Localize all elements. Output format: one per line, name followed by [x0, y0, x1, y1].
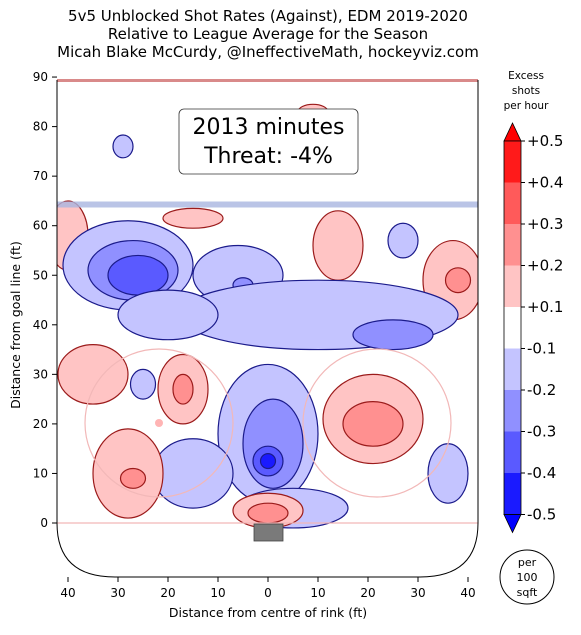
x-tick-label: 20	[360, 586, 375, 600]
x-tick-label: 10	[310, 586, 325, 600]
colorbar-tick-label: -0.2	[527, 381, 556, 399]
faceoff-circle-left	[84, 348, 234, 498]
heat-region-29	[427, 443, 469, 504]
colorbar-segment	[504, 431, 521, 473]
colorbar-segment	[504, 182, 521, 224]
heat-region-14	[352, 319, 434, 351]
y-tick-label: 0	[40, 516, 48, 530]
heatmap-regions	[57, 103, 478, 529]
unit-badge-circle	[499, 549, 555, 605]
unit-badge-line-3: sqft	[517, 586, 538, 599]
colorbar-tick-label: +0.5	[527, 132, 563, 150]
y-tick-label: 80	[33, 120, 48, 134]
heat-region-23	[259, 453, 277, 470]
heat-region-17	[129, 368, 157, 400]
unit-badge-line-1: per	[518, 556, 537, 569]
x-axis-label: Distance from centre of rink (ft)	[169, 605, 367, 620]
y-tick-label: 60	[33, 219, 48, 233]
faceoff-dot-left	[155, 419, 163, 427]
annotation-box	[178, 108, 359, 175]
y-tick-label: 70	[33, 169, 48, 183]
heat-region-12	[444, 267, 472, 294]
annotation-threat: Threat: -4%	[203, 144, 333, 169]
x-axis-ticks: 40 30 20 10 0 10 20 30 40	[60, 577, 476, 600]
unit-badge-line-2: 100	[517, 571, 538, 584]
colorbar-title: Excess shots per hour	[504, 70, 550, 112]
annotation-minutes: 2013 minutes	[192, 115, 344, 140]
title-line-3: Micah Blake McCurdy, @IneffectiveMath, h…	[57, 43, 479, 61]
y-axis-ticks: 0 10 20 30 40 50 60 70 80 90	[33, 70, 57, 530]
colorbar-max-arrow	[503, 122, 522, 142]
y-tick-label: 40	[33, 318, 48, 332]
heat-region-24	[152, 438, 234, 509]
heat-region-7	[162, 207, 224, 229]
colorbar-title-3: per hour	[504, 100, 550, 112]
x-tick-label: 40	[60, 586, 75, 600]
x-tick-label: 0	[264, 586, 272, 600]
colorbar-segment	[504, 307, 521, 349]
colorbar-segment	[504, 141, 521, 183]
colorbar-tick-label: -0.4	[527, 464, 556, 482]
colorbar-min-arrow	[503, 514, 522, 534]
faceoff-dot-right	[373, 419, 381, 427]
x-tick-label: 40	[460, 586, 475, 600]
colorbar-outline	[503, 140, 522, 515]
x-tick-label: 30	[110, 586, 125, 600]
colorbar-tick-label: -0.5	[527, 506, 556, 524]
colorbar-segment	[504, 473, 521, 515]
colorbar	[503, 122, 522, 534]
colorbar-tick-label: -0.1	[527, 340, 556, 358]
colorbar-title-1: Excess	[508, 70, 544, 82]
colorbar-tick-label: +0.4	[527, 174, 563, 192]
y-tick-label: 20	[33, 417, 48, 431]
heat-region-28	[119, 467, 147, 489]
unit-badge: per 100 sqft	[499, 549, 555, 605]
heat-region-26	[342, 401, 404, 447]
colorbar-tick-label: +0.1	[527, 298, 563, 316]
y-tick-label: 50	[33, 268, 48, 282]
title-line-1: 5v5 Unblocked Shot Rates (Against), EDM …	[68, 7, 468, 25]
heat-region-10	[387, 222, 419, 259]
colorbar-title-2: shots	[512, 85, 540, 97]
goal-net	[253, 523, 284, 542]
colorbar-tick-label: +0.2	[527, 257, 563, 275]
title-line-2: Relative to League Average for the Seaso…	[108, 25, 428, 43]
heat-region-9	[312, 210, 364, 281]
y-tick-label: 90	[33, 70, 48, 84]
heat-region-4	[107, 254, 169, 296]
faceoff-circle-right	[302, 348, 452, 498]
colorbar-segment	[504, 348, 521, 390]
x-tick-label: 30	[410, 586, 425, 600]
heat-region-15	[117, 289, 219, 341]
heat-region-32	[247, 502, 289, 524]
x-tick-label: 20	[160, 586, 175, 600]
colorbar-tick-label: +0.3	[527, 215, 563, 233]
y-tick-label: 10	[33, 466, 48, 480]
colorbar-ticks: +0.5 +0.4 +0.3 +0.2 +0.1 -0.1 -0.2 -0.3 -0.4 -0.5	[521, 132, 563, 524]
heat-region-19	[172, 373, 194, 405]
heat-region-1	[112, 134, 134, 159]
threat-annotation: 2013 minutes Threat: -4%	[178, 108, 359, 175]
colorbar-segment	[504, 265, 521, 307]
heat-region-16	[57, 344, 129, 405]
chart-title: 5v5 Unblocked Shot Rates (Against), EDM …	[57, 7, 479, 61]
colorbar-tick-label: -0.3	[527, 423, 556, 441]
x-tick-label: 10	[210, 586, 225, 600]
y-axis-label: Distance from goal line (ft)	[8, 241, 23, 409]
colorbar-segment	[504, 224, 521, 266]
colorbar-segment	[504, 390, 521, 432]
y-tick-label: 30	[33, 367, 48, 381]
